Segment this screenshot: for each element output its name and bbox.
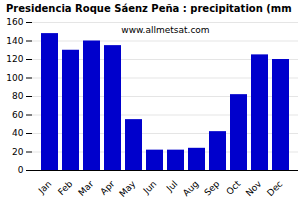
svg-text:20: 20	[12, 147, 24, 157]
svg-text:Jan: Jan	[36, 179, 54, 197]
svg-text:Oct: Oct	[224, 178, 242, 196]
svg-text:Jul: Jul	[164, 179, 179, 194]
svg-text:100: 100	[6, 73, 23, 83]
html-text:Presidencia Roque Sáenz Peña :: Presidencia Roque Sáenz Peña : precipita…	[6, 3, 292, 14]
svg-text:Mar: Mar	[76, 178, 95, 197]
svg-text:Dec: Dec	[265, 179, 284, 198]
svg-text:160: 160	[6, 17, 23, 27]
svg-text:Sep: Sep	[202, 179, 221, 198]
svg-text:80: 80	[12, 91, 24, 101]
svg-text:40: 40	[12, 128, 24, 138]
svg-text:0: 0	[18, 165, 24, 175]
svg-text:Jun: Jun	[141, 179, 159, 197]
svg-text:140: 140	[6, 36, 23, 46]
svg-text:120: 120	[6, 54, 23, 64]
svg-text:Aug: Aug	[181, 179, 201, 199]
svg-text:60: 60	[12, 110, 24, 120]
svg-text:Nov: Nov	[244, 178, 264, 198]
svg-text:Feb: Feb	[56, 179, 75, 198]
svg-text:May: May	[117, 178, 138, 199]
svg-text:Apr: Apr	[98, 179, 116, 197]
svg-text:www.allmetsat.com: www.allmetsat.com	[121, 25, 209, 35]
